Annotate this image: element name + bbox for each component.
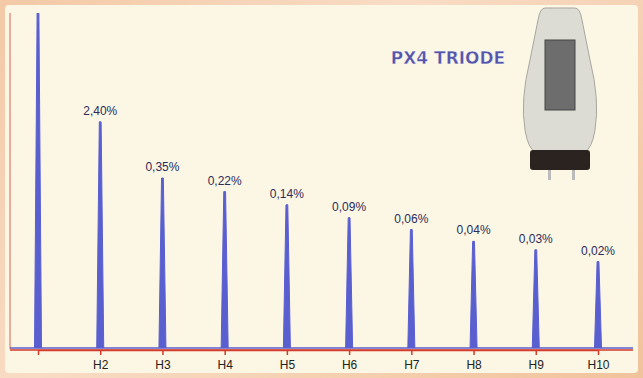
x-tick-mark [349, 350, 351, 355]
x-tick: H4 [217, 350, 233, 372]
marks [10, 13, 633, 348]
data-label: 0,02% [581, 244, 615, 258]
spectral-peak [532, 250, 539, 348]
tube-base [530, 150, 590, 170]
x-axis-line [10, 349, 633, 351]
x-axis-domain [39, 350, 599, 352]
x-tick: H7 [404, 350, 420, 372]
tube-image [523, 8, 596, 180]
x-tick [38, 350, 39, 355]
chart: PX4 TRIODE 2,40% 0,35% 0,22% 0,14% 0,09% 0,06%… [0, 0, 643, 378]
x-tick-mark [224, 350, 226, 355]
tube-pin [572, 170, 575, 180]
x-tick: H8 [466, 350, 482, 372]
x-tick-label: H2 [93, 358, 109, 372]
x-tick-label: H7 [404, 358, 420, 372]
x-tick-mark [162, 350, 164, 355]
x-tick: H5 [280, 350, 296, 372]
x-tick-mark [598, 350, 600, 355]
data-label: 0,35% [145, 160, 179, 174]
background [5, 5, 638, 373]
x-tick-mark [411, 350, 413, 355]
spectral-peak [35, 13, 42, 348]
data-label: 2,40% [83, 104, 117, 118]
spectral-peak [408, 230, 415, 348]
y-axis-line [10, 13, 11, 349]
x-tick-mark [473, 350, 475, 355]
spectral-peak [346, 218, 353, 348]
x-tick-label: H4 [217, 358, 233, 372]
x-tick: H10 [587, 350, 609, 372]
tube-glass [523, 8, 596, 152]
x-axis: H2 H3 H4 H5 H6 H7 H8 H9 H10 [39, 350, 610, 372]
spectral-peak [97, 122, 104, 348]
title: PX4 TRIODE [391, 48, 506, 68]
x-tick-label: H3 [155, 358, 171, 372]
spectral-peak [159, 178, 166, 348]
data-label: 0,14% [270, 187, 304, 201]
tube-pin [548, 170, 551, 180]
x-tick: H2 [93, 350, 109, 372]
spectral-peak [283, 205, 290, 348]
x-tick-label: H5 [280, 358, 296, 372]
x-tick-mark [287, 350, 289, 355]
x-tick-mark [38, 350, 40, 355]
data-label: 0,06% [394, 212, 428, 226]
spectral-peak [470, 241, 477, 348]
tube-plate [545, 40, 575, 110]
x-tick-mark [100, 350, 102, 355]
x-tick: H9 [529, 350, 545, 372]
spectral-peak [221, 192, 228, 348]
x-tick-mark [536, 350, 538, 355]
x-tick: H3 [155, 350, 171, 372]
data-label: 0,03% [519, 232, 553, 246]
x-tick-label: H10 [587, 358, 609, 372]
data-label: 0,04% [457, 223, 491, 237]
data-label: 0,09% [332, 200, 366, 214]
x-tick-label: H8 [466, 358, 482, 372]
data-label: 0,22% [208, 174, 242, 188]
x-tick-label: H9 [529, 358, 545, 372]
x-tick-label: H6 [342, 358, 358, 372]
x-tick: H6 [342, 350, 358, 372]
spectral-peak [595, 262, 602, 348]
